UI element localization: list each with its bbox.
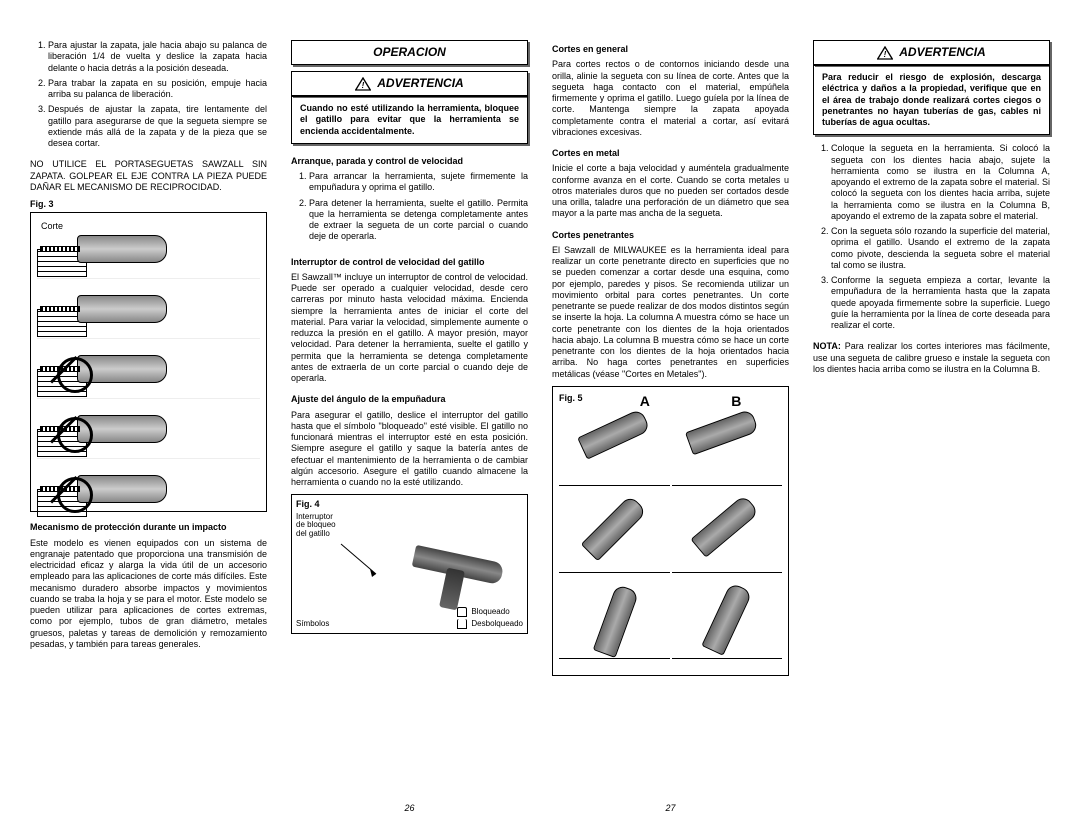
- fig4-box: Fig. 4 Interruptor de bloqueo del gatill…: [291, 494, 528, 634]
- h-cortes-pen: Cortes penetrantes: [552, 230, 789, 241]
- step-1: Para ajustar la zapata, jale hacia abajo…: [48, 40, 267, 74]
- fig4-l3: del gatillo: [296, 530, 523, 539]
- fig5-label: Fig. 5: [559, 393, 599, 409]
- fig5-colB: B: [691, 393, 783, 411]
- p-interruptor: El Sawzall™ incluye un interruptor de co…: [291, 272, 528, 385]
- page-27: 27: [552, 803, 789, 814]
- fig5-box: Fig. 5 A B: [552, 386, 789, 676]
- advertencia-header-2: ! ADVERTENCIA: [813, 40, 1050, 65]
- h-arranque: Arranque, parada y control de velocidad: [291, 156, 528, 167]
- nota-label: NOTA:: [813, 341, 841, 351]
- arr-step-1: Para arrancar la herramienta, sujete fir…: [309, 171, 528, 194]
- page-26: 26: [291, 803, 528, 814]
- svg-text:!: !: [884, 50, 887, 59]
- arranque-steps: Para arrancar la herramienta, sujete fir…: [291, 171, 528, 247]
- step-2: Para trabar la zapata en su posición, em…: [48, 78, 267, 101]
- svg-text:!: !: [362, 81, 365, 90]
- mech-heading: Mecanismo de protección durante un impac…: [30, 522, 267, 533]
- unlock-icon: [457, 619, 467, 629]
- warning-text-2: Para reducir el riesgo de explosión, des…: [822, 72, 1041, 128]
- column-2: OPERACION ! ADVERTENCIA Cuando no esté u…: [291, 40, 528, 814]
- arrow-icon: [336, 539, 396, 599]
- fig5-colA: A: [599, 393, 691, 411]
- lock-icon: [457, 607, 467, 617]
- column-1: Para ajustar la zapata, jale hacia abajo…: [30, 40, 267, 814]
- warning-icon: !: [355, 77, 371, 91]
- column-3: Cortes en general Para cortes rectos o d…: [552, 40, 789, 814]
- h-ajuste: Ajuste del ángulo de la empuñadura: [291, 394, 528, 405]
- mech-text: Este modelo es vienen equipados con un s…: [30, 538, 267, 651]
- fig4-l2: de bloqueo: [296, 521, 523, 530]
- pl-step-2: Con la segueta sólo rozando la superfici…: [831, 226, 1050, 271]
- pl-step-3: Conforme la segueta empieza a cortar, le…: [831, 275, 1050, 331]
- nota: NOTA: Para realizar los cortes interiore…: [813, 341, 1050, 375]
- column-4: ! ADVERTENCIA Para reducir el riesgo de …: [813, 40, 1050, 814]
- corte-label: Corte: [39, 221, 65, 232]
- operacion-header: OPERACION: [291, 40, 528, 65]
- warning-icon: !: [877, 46, 893, 60]
- warning-text-1: Cuando no esté utilizando la herramienta…: [300, 103, 519, 137]
- step-3: Después de ajustar la zapata, tire lenta…: [48, 104, 267, 149]
- warning-box-1: Cuando no esté utilizando la herramienta…: [291, 96, 528, 144]
- advertencia-header: ! ADVERTENCIA: [291, 71, 528, 96]
- p-ajuste: Para asegurar el gatillo, deslice el int…: [291, 410, 528, 489]
- h-cortes-metal: Cortes en metal: [552, 148, 789, 159]
- h-interruptor: Interruptor de control de velocidad del …: [291, 257, 528, 268]
- pl-step-1: Coloque la segueta en la herramienta. Si…: [831, 143, 1050, 222]
- p-cortes-pen: El Sawzall de MILWAUKEE es la herramient…: [552, 245, 789, 380]
- fig3-label: Fig. 3: [30, 199, 267, 210]
- p-cortes-metal: Inicie el corte a baja velocidad y aumén…: [552, 163, 789, 219]
- plunge-steps: Coloque la segueta en la herramienta. Si…: [813, 143, 1050, 335]
- fig4-label: Fig. 4: [296, 499, 523, 510]
- p-cortes-gen: Para cortes rectos o de contornos inicia…: [552, 59, 789, 138]
- fig3-box: Corte: [30, 212, 267, 512]
- fig4-unlock: Desbolqueado: [471, 619, 523, 629]
- shoe-steps: Para ajustar la zapata, jale hacia abajo…: [30, 40, 267, 153]
- h-cortes-gen: Cortes en general: [552, 44, 789, 55]
- fig4-sym: Símbolos: [296, 619, 329, 629]
- caution-text: NO UTILICE EL PORTASEGUETAS SAWZALL SIN …: [30, 159, 267, 193]
- warning-box-2: Para reducir el riesgo de explosión, des…: [813, 65, 1050, 135]
- arr-step-2: Para detener la herramienta, suelte el g…: [309, 198, 528, 243]
